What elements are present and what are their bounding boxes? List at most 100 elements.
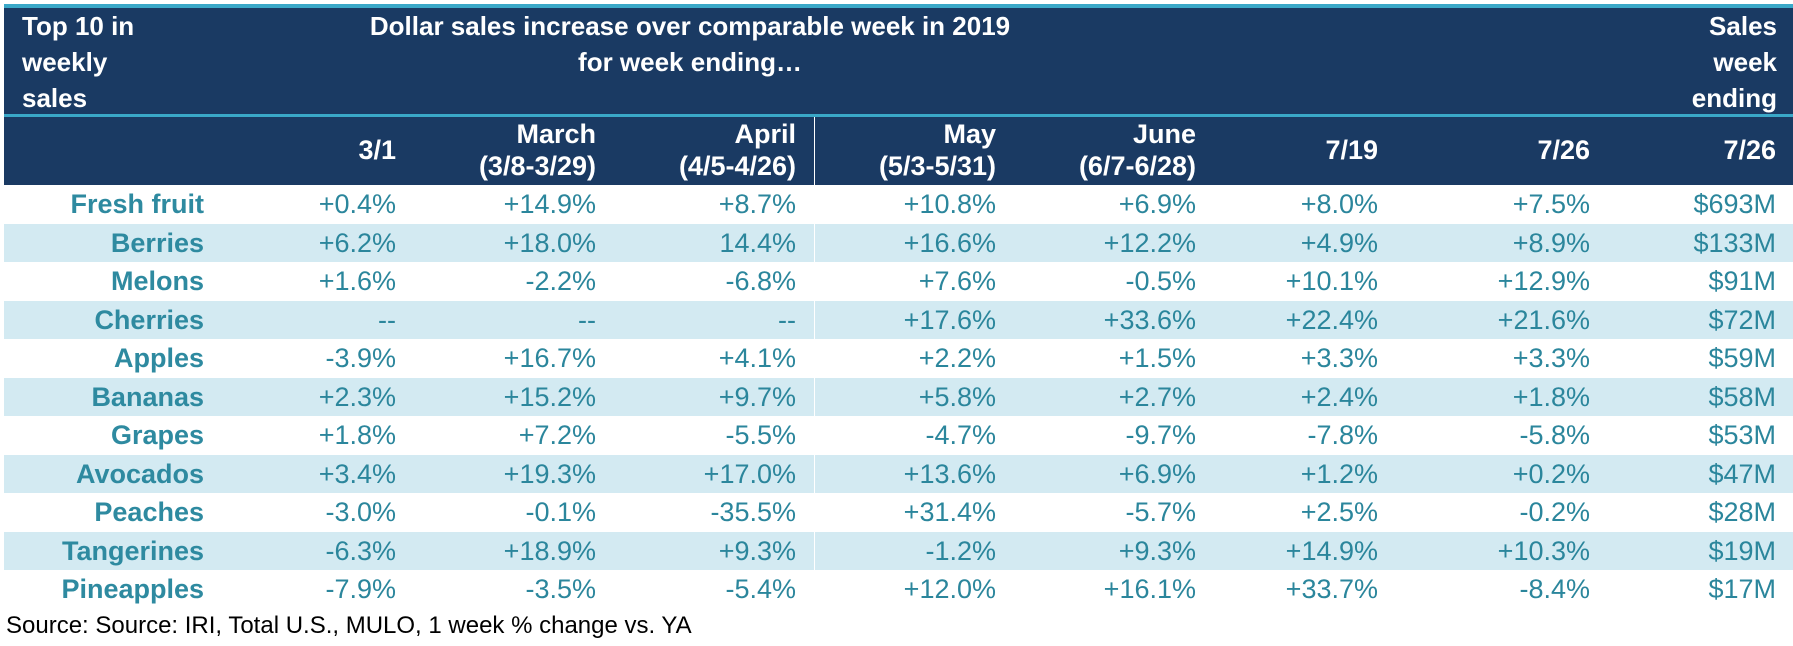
table-cell: -5.5% — [725, 420, 796, 450]
column-header: 7/26 — [1537, 135, 1590, 165]
table-cell: +5.8% — [918, 381, 996, 412]
row-label: Peaches — [94, 497, 204, 527]
table-cell: +18.0% — [503, 227, 596, 258]
column-header: 7/19 — [1325, 135, 1378, 165]
table-cell: +1.5% — [1118, 343, 1196, 373]
table-cell: +9.3% — [1118, 535, 1196, 566]
table-cell: +6.9% — [1118, 458, 1196, 489]
table-cell: -5.8% — [1519, 420, 1590, 450]
header-column-divider — [814, 117, 815, 185]
row-label: Bananas — [91, 381, 204, 412]
table-cell: -3.0% — [325, 497, 396, 527]
table-cell: +10.1% — [1285, 266, 1378, 296]
table-cell: +33.7% — [1285, 574, 1378, 604]
table-cell: +16.1% — [1103, 574, 1196, 604]
table-cell: +3.4% — [318, 458, 396, 489]
row-label: Berries — [110, 227, 204, 258]
table-cell: -0.2% — [1519, 497, 1590, 527]
table-cell: +10.3% — [1497, 535, 1590, 566]
table-row: Pineapples -7.9% -3.5% -5.4% +12.0% +16.1% +33… — [4, 570, 1793, 609]
table-row: Tangerines -6.3% +18.9% +9.3% -1.2% +9.3% +14.… — [4, 531, 1793, 570]
table-cell: +22.4% — [1285, 304, 1378, 335]
table-cell: +8.7% — [718, 189, 796, 219]
table-cell: -5.7% — [1125, 497, 1196, 527]
table-cell: +2.5% — [1300, 497, 1378, 527]
table-cell: -6.8% — [725, 266, 796, 296]
table-cell: -7.9% — [325, 574, 396, 604]
row-label: Fresh fruit — [70, 189, 204, 219]
table-row: Bananas +2.3% +15.2% +9.7% +5.8% +2.7% +2.4% +1… — [4, 377, 1793, 416]
table-cell: +2.3% — [318, 381, 396, 412]
table-cell: +13.6% — [903, 458, 996, 489]
row-label: Pineapples — [61, 574, 204, 604]
top-accent-rule — [4, 4, 1793, 8]
column-header: 7/26 — [1723, 135, 1776, 165]
table-cell: +6.9% — [1118, 189, 1196, 219]
table-cell: -0.5% — [1125, 266, 1196, 296]
table-cell: +16.7% — [503, 343, 596, 373]
table-cell: -- — [578, 304, 596, 335]
table-cell: $19M — [1708, 535, 1776, 566]
column-header-band — [4, 117, 1793, 185]
table-cell: $28M — [1708, 497, 1776, 527]
table-cell: -0.1% — [525, 497, 596, 527]
row-label: Cherries — [94, 304, 204, 335]
table-cell: +2.2% — [918, 343, 996, 373]
row-label: Avocados — [75, 458, 204, 489]
table-row: Avocados +3.4% +19.3% +17.0% +13.6% +6.9% +1.2… — [4, 454, 1793, 493]
table-cell: -6.3% — [325, 535, 396, 566]
table-cell: +33.6% — [1103, 304, 1196, 335]
row-label: Apples — [113, 343, 204, 373]
table-cell: +31.4% — [903, 497, 996, 527]
table-row: Fresh fruit +0.4% +14.9% +8.7% +10.8% +6.9% +8… — [4, 185, 1793, 224]
table-cell: -9.7% — [1125, 420, 1196, 450]
table-cell: +10.8% — [903, 189, 996, 219]
table-cell: 14.4% — [719, 227, 796, 258]
table-cell: +1.8% — [1512, 381, 1590, 412]
table-cell: +1.2% — [1300, 458, 1378, 489]
row-label: Grapes — [110, 420, 204, 450]
table-cell: $53M — [1708, 420, 1776, 450]
body-column-divider — [814, 185, 815, 570]
table-cell: $59M — [1708, 343, 1776, 373]
table-cell: +12.2% — [1103, 227, 1196, 258]
table-cell: -3.5% — [525, 574, 596, 604]
table-cell: +7.6% — [918, 266, 996, 296]
table-cell: $133M — [1693, 227, 1776, 258]
table-cell: +7.2% — [518, 420, 596, 450]
table-cell: +8.9% — [1512, 227, 1590, 258]
table-cell: +4.1% — [718, 343, 796, 373]
column-header: June (6/7-6/28) — [1078, 119, 1196, 181]
table-cell: +6.2% — [318, 227, 396, 258]
table-row: Melons +1.6% -2.2% -6.8% +7.6% -0.5% +10.1% +12… — [4, 262, 1793, 301]
table-cell: +1.6% — [318, 266, 396, 296]
table-row: Peaches -3.0% -0.1% -35.5% +31.4% -5.7% +2.5% -… — [4, 493, 1793, 532]
table-cell: -1.2% — [925, 535, 996, 566]
table-cell: -- — [778, 304, 796, 335]
column-header: 3/1 — [358, 135, 396, 165]
table-cell: -5.4% — [725, 574, 796, 604]
table-cell: +14.9% — [503, 189, 596, 219]
title-header-band — [4, 8, 1793, 114]
table-cell: +1.8% — [318, 420, 396, 450]
row-label: Tangerines — [61, 535, 204, 566]
table-cell: -3.9% — [325, 343, 396, 373]
table-cell: -8.4% — [1519, 574, 1590, 604]
table-cell: +7.5% — [1512, 189, 1590, 219]
table-cell: +14.9% — [1285, 535, 1378, 566]
table-cell: +2.7% — [1118, 381, 1196, 412]
table-cell: $47M — [1708, 458, 1776, 489]
table-cell: +3.3% — [1512, 343, 1590, 373]
table-cell: +12.9% — [1497, 266, 1590, 296]
table-cell: -35.5% — [710, 497, 796, 527]
table-cell: +9.7% — [718, 381, 796, 412]
table-cell: +17.6% — [903, 304, 996, 335]
table-cell: -2.2% — [525, 266, 596, 296]
table-cell: +8.0% — [1300, 189, 1378, 219]
table-cell: +21.6% — [1497, 304, 1590, 335]
table-cell: $693M — [1693, 189, 1776, 219]
table-cell: +4.9% — [1300, 227, 1378, 258]
row-label: Melons — [110, 266, 204, 296]
column-header: April (4/5-4/26) — [678, 119, 796, 181]
